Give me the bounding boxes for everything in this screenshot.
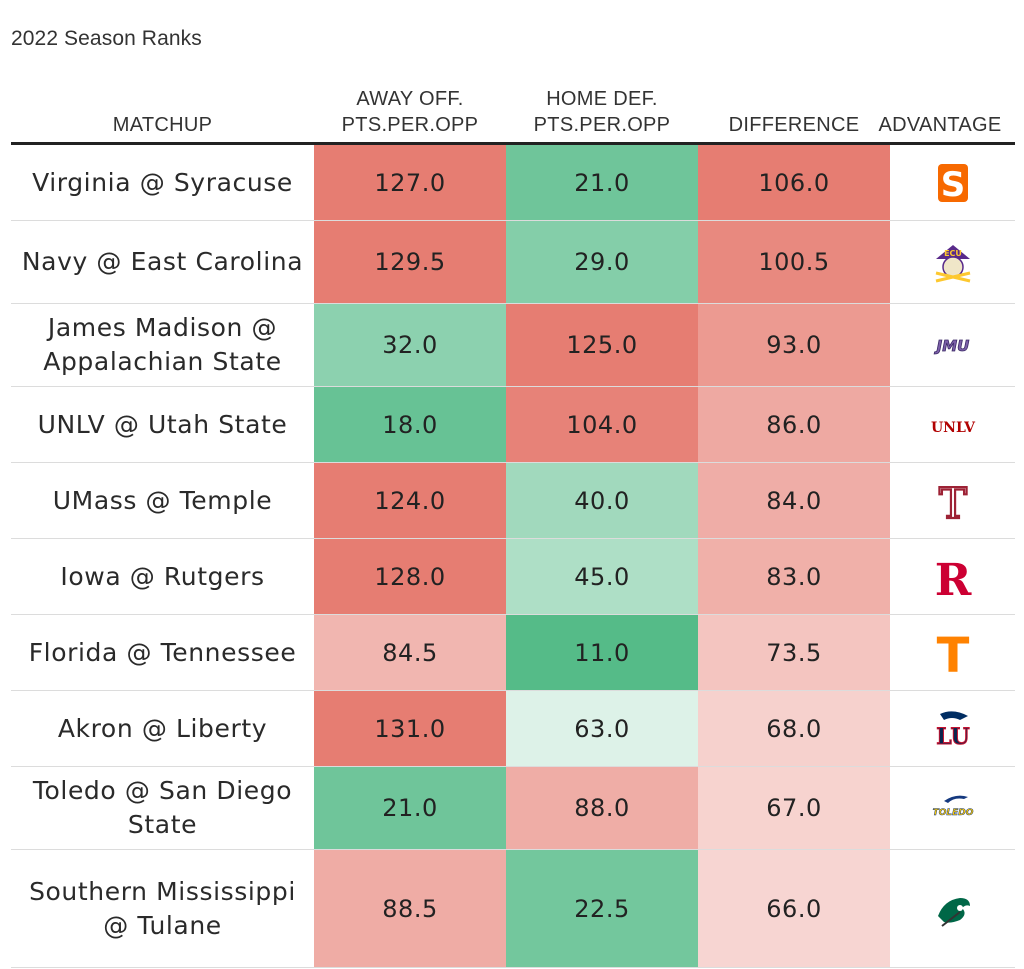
away-off-cell: 18.0 xyxy=(314,387,506,462)
table-header: MATCHUP AWAY OFF. PTS.PER.OPP HOME DEF. … xyxy=(11,72,1015,145)
advantage-cell: LU xyxy=(890,691,1015,766)
table-row: Toledo @ San Diego State 21.0 88.0 67.0 TOLE… xyxy=(11,767,1015,850)
header-matchup: MATCHUP xyxy=(112,114,213,136)
home-def-cell: 11.0 xyxy=(506,615,698,690)
advantage-cell: R xyxy=(890,539,1015,614)
syracuse-logo: S xyxy=(937,163,968,205)
header-advantage: ADVANTAGE xyxy=(878,114,1002,136)
away-off-cell: 128.0 xyxy=(314,539,506,614)
difference-cell: 67.0 xyxy=(698,767,890,849)
advantage-cell: TOLEDO xyxy=(890,767,1015,849)
header-away-off: AWAY OFF. PTS.PER.OPP xyxy=(341,88,479,136)
advantage-cell: ECU xyxy=(890,221,1015,303)
matchup-cell: Virginia @ Syracuse xyxy=(32,167,293,197)
matchup-cell: Akron @ Liberty xyxy=(57,713,268,743)
svg-text:S: S xyxy=(940,165,965,205)
away-off-cell: 127.0 xyxy=(314,145,506,220)
tulane-logo xyxy=(937,897,970,927)
advantage-cell: S xyxy=(890,145,1015,220)
home-def-cell: 63.0 xyxy=(506,691,698,766)
away-off-cell: 84.5 xyxy=(314,615,506,690)
home-def-cell: 125.0 xyxy=(506,304,698,386)
svg-text:ECU: ECU xyxy=(944,249,962,258)
home-def-cell: 22.5 xyxy=(506,850,698,967)
difference-cell: 68.0 xyxy=(698,691,890,766)
table-row: James Madison @ Appalachian State 32.0 125… xyxy=(11,304,1015,387)
table-body: Virginia @ Syracuse 127.0 21.0 106.0 S Navy @… xyxy=(11,145,1015,968)
temple-logo: T xyxy=(937,478,967,524)
home-def-cell: 88.0 xyxy=(506,767,698,849)
east-carolina-logo: ECU xyxy=(935,245,970,283)
matchup-cell: Navy @ East Carolina xyxy=(21,247,304,276)
difference-cell: 66.0 xyxy=(698,850,890,967)
svg-text:T: T xyxy=(936,630,969,676)
svg-text:JMU: JMU xyxy=(933,337,969,355)
difference-cell: 93.0 xyxy=(698,304,890,386)
table-caption: 2022 Season Ranks xyxy=(11,27,202,50)
matchup-cell: UMass @ Temple xyxy=(52,485,273,515)
table-row: Akron @ Liberty 131.0 63.0 68.0 LU xyxy=(11,691,1015,767)
away-off-cell: 88.5 xyxy=(314,850,506,967)
svg-text:UNLV: UNLV xyxy=(930,420,975,436)
svg-text:LU: LU xyxy=(936,724,969,750)
table-row: Virginia @ Syracuse 127.0 21.0 106.0 S xyxy=(11,145,1015,221)
rutgers-logo: R xyxy=(934,555,971,600)
liberty-logo: LU xyxy=(935,710,970,750)
difference-cell: 86.0 xyxy=(698,387,890,462)
table-row: Navy @ East Carolina 129.5 29.0 100.5 ECU xyxy=(11,221,1015,304)
table-row: UMass @ Temple 124.0 40.0 84.0 T xyxy=(11,463,1015,539)
table-row: Florida @ Tennessee 84.5 11.0 73.5 T xyxy=(11,615,1015,691)
away-off-cell: 21.0 xyxy=(314,767,506,849)
difference-cell: 100.5 xyxy=(698,221,890,303)
matchup-cell: James Madison @ Appalachian State xyxy=(43,313,282,376)
home-def-cell: 40.0 xyxy=(506,463,698,538)
away-off-cell: 131.0 xyxy=(314,691,506,766)
home-def-cell: 45.0 xyxy=(506,539,698,614)
table-row: Iowa @ Rutgers 128.0 45.0 83.0 R xyxy=(11,539,1015,615)
home-def-cell: 29.0 xyxy=(506,221,698,303)
away-off-cell: 32.0 xyxy=(314,304,506,386)
matchup-cell: Southern Mississippi @ Tulane xyxy=(29,876,296,940)
difference-cell: 106.0 xyxy=(698,145,890,220)
matchup-cell: UNLV @ Utah State xyxy=(37,409,288,439)
home-def-cell: 104.0 xyxy=(506,387,698,462)
svg-text:T: T xyxy=(938,479,966,524)
advantage-cell: JMU xyxy=(890,304,1015,386)
advantage-cell: UNLV xyxy=(890,387,1015,462)
jmu-logo: JMU xyxy=(933,337,970,356)
svg-text:TOLEDO: TOLEDO xyxy=(932,808,973,818)
matchup-cell: Iowa @ Rutgers xyxy=(60,561,265,591)
difference-cell: 83.0 xyxy=(698,539,890,614)
header-home-def: HOME DEF. PTS.PER.OPP xyxy=(533,88,671,136)
header-difference: DIFFERENCE xyxy=(728,114,860,136)
advantage-cell xyxy=(890,850,1015,967)
difference-cell: 73.5 xyxy=(698,615,890,690)
unlv-logo: UNLV xyxy=(930,420,975,436)
advantage-cell: T xyxy=(890,463,1015,538)
table-row: UNLV @ Utah State 18.0 104.0 86.0 UNLV xyxy=(11,387,1015,463)
away-off-cell: 129.5 xyxy=(314,221,506,303)
svg-text:R: R xyxy=(934,555,971,600)
matchup-cell: Florida @ Tennessee xyxy=(28,637,297,667)
toledo-logo: TOLEDO xyxy=(932,795,973,818)
table-row: Southern Mississippi @ Tulane 88.5 22.5 66.… xyxy=(11,850,1015,968)
difference-cell: 84.0 xyxy=(698,463,890,538)
matchup-cell: Toledo @ San Diego State xyxy=(32,776,293,839)
home-def-cell: 21.0 xyxy=(506,145,698,220)
away-off-cell: 124.0 xyxy=(314,463,506,538)
tennessee-logo: T xyxy=(936,630,969,676)
advantage-cell: T xyxy=(890,615,1015,690)
